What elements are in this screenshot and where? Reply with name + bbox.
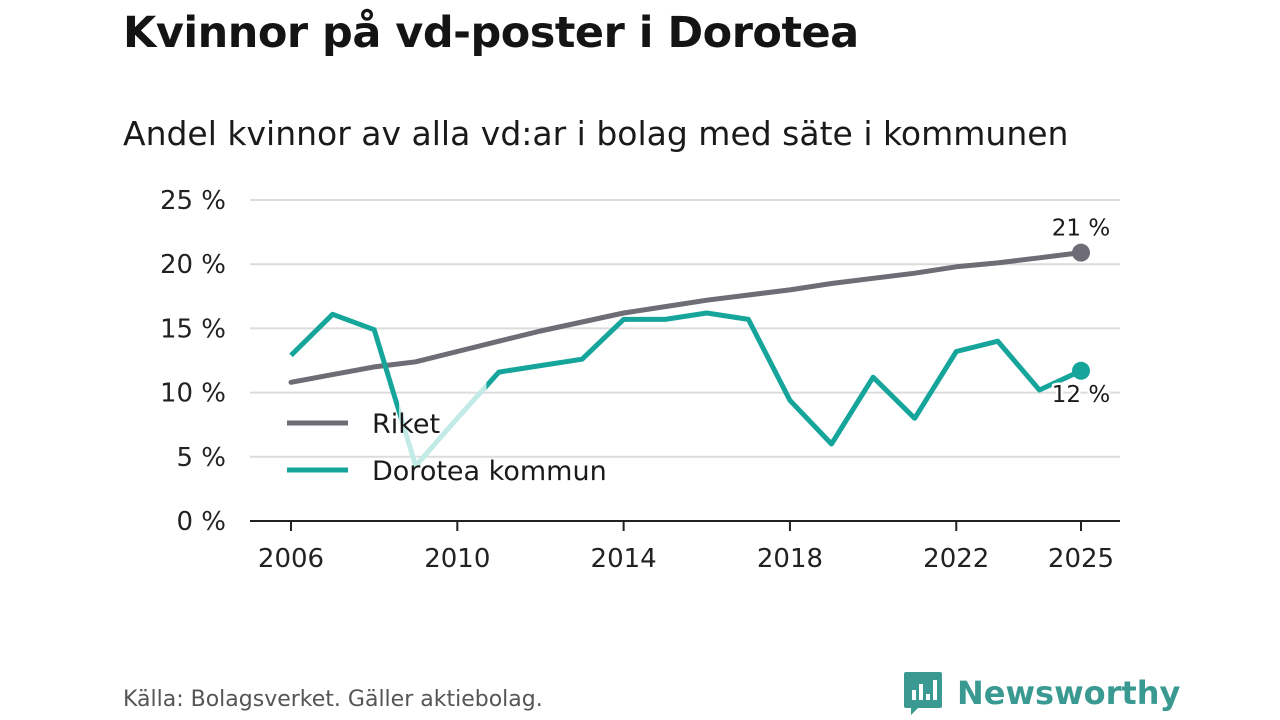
x-tick-label: 2025 [1048, 544, 1114, 574]
newsworthy-logo-icon [904, 672, 942, 715]
legend-label-riket: Riket [372, 409, 440, 440]
y-tick-label: 15 % [160, 314, 226, 344]
series-line-dorotea-faded [399, 382, 487, 469]
end-marker-dorotea [1072, 361, 1090, 380]
source-note: Källa: Bolagsverket. Gäller aktiebolag. [123, 687, 543, 712]
chart-title: Kvinnor på vd-poster i Dorotea [123, 8, 859, 58]
end-label-dorotea: 12 % [1052, 382, 1110, 408]
x-tick-label: 2006 [258, 544, 324, 574]
legend-label-dorotea: Dorotea kommun [372, 456, 607, 487]
end-marker-riket [1072, 243, 1090, 262]
y-tick-label: 25 % [160, 186, 226, 216]
end-label-riket: 21 % [1052, 216, 1110, 242]
y-tick-label: 20 % [160, 250, 226, 280]
y-tick-label: 0 % [176, 507, 226, 537]
series-line-riket [288, 250, 1084, 385]
x-tick-label: 2010 [424, 544, 490, 574]
x-tick-label: 2018 [757, 544, 823, 574]
x-tick-label: 2022 [923, 544, 989, 574]
y-tick-label: 5 % [176, 443, 226, 473]
x-tick-label: 2014 [591, 544, 657, 574]
brand-logo: Newsworthy [903, 670, 1180, 716]
brand-name: Newsworthy [957, 674, 1181, 712]
y-tick-label: 10 % [160, 379, 226, 409]
chart-subtitle: Andel kvinnor av alla vd:ar i bolag med … [123, 114, 1069, 153]
